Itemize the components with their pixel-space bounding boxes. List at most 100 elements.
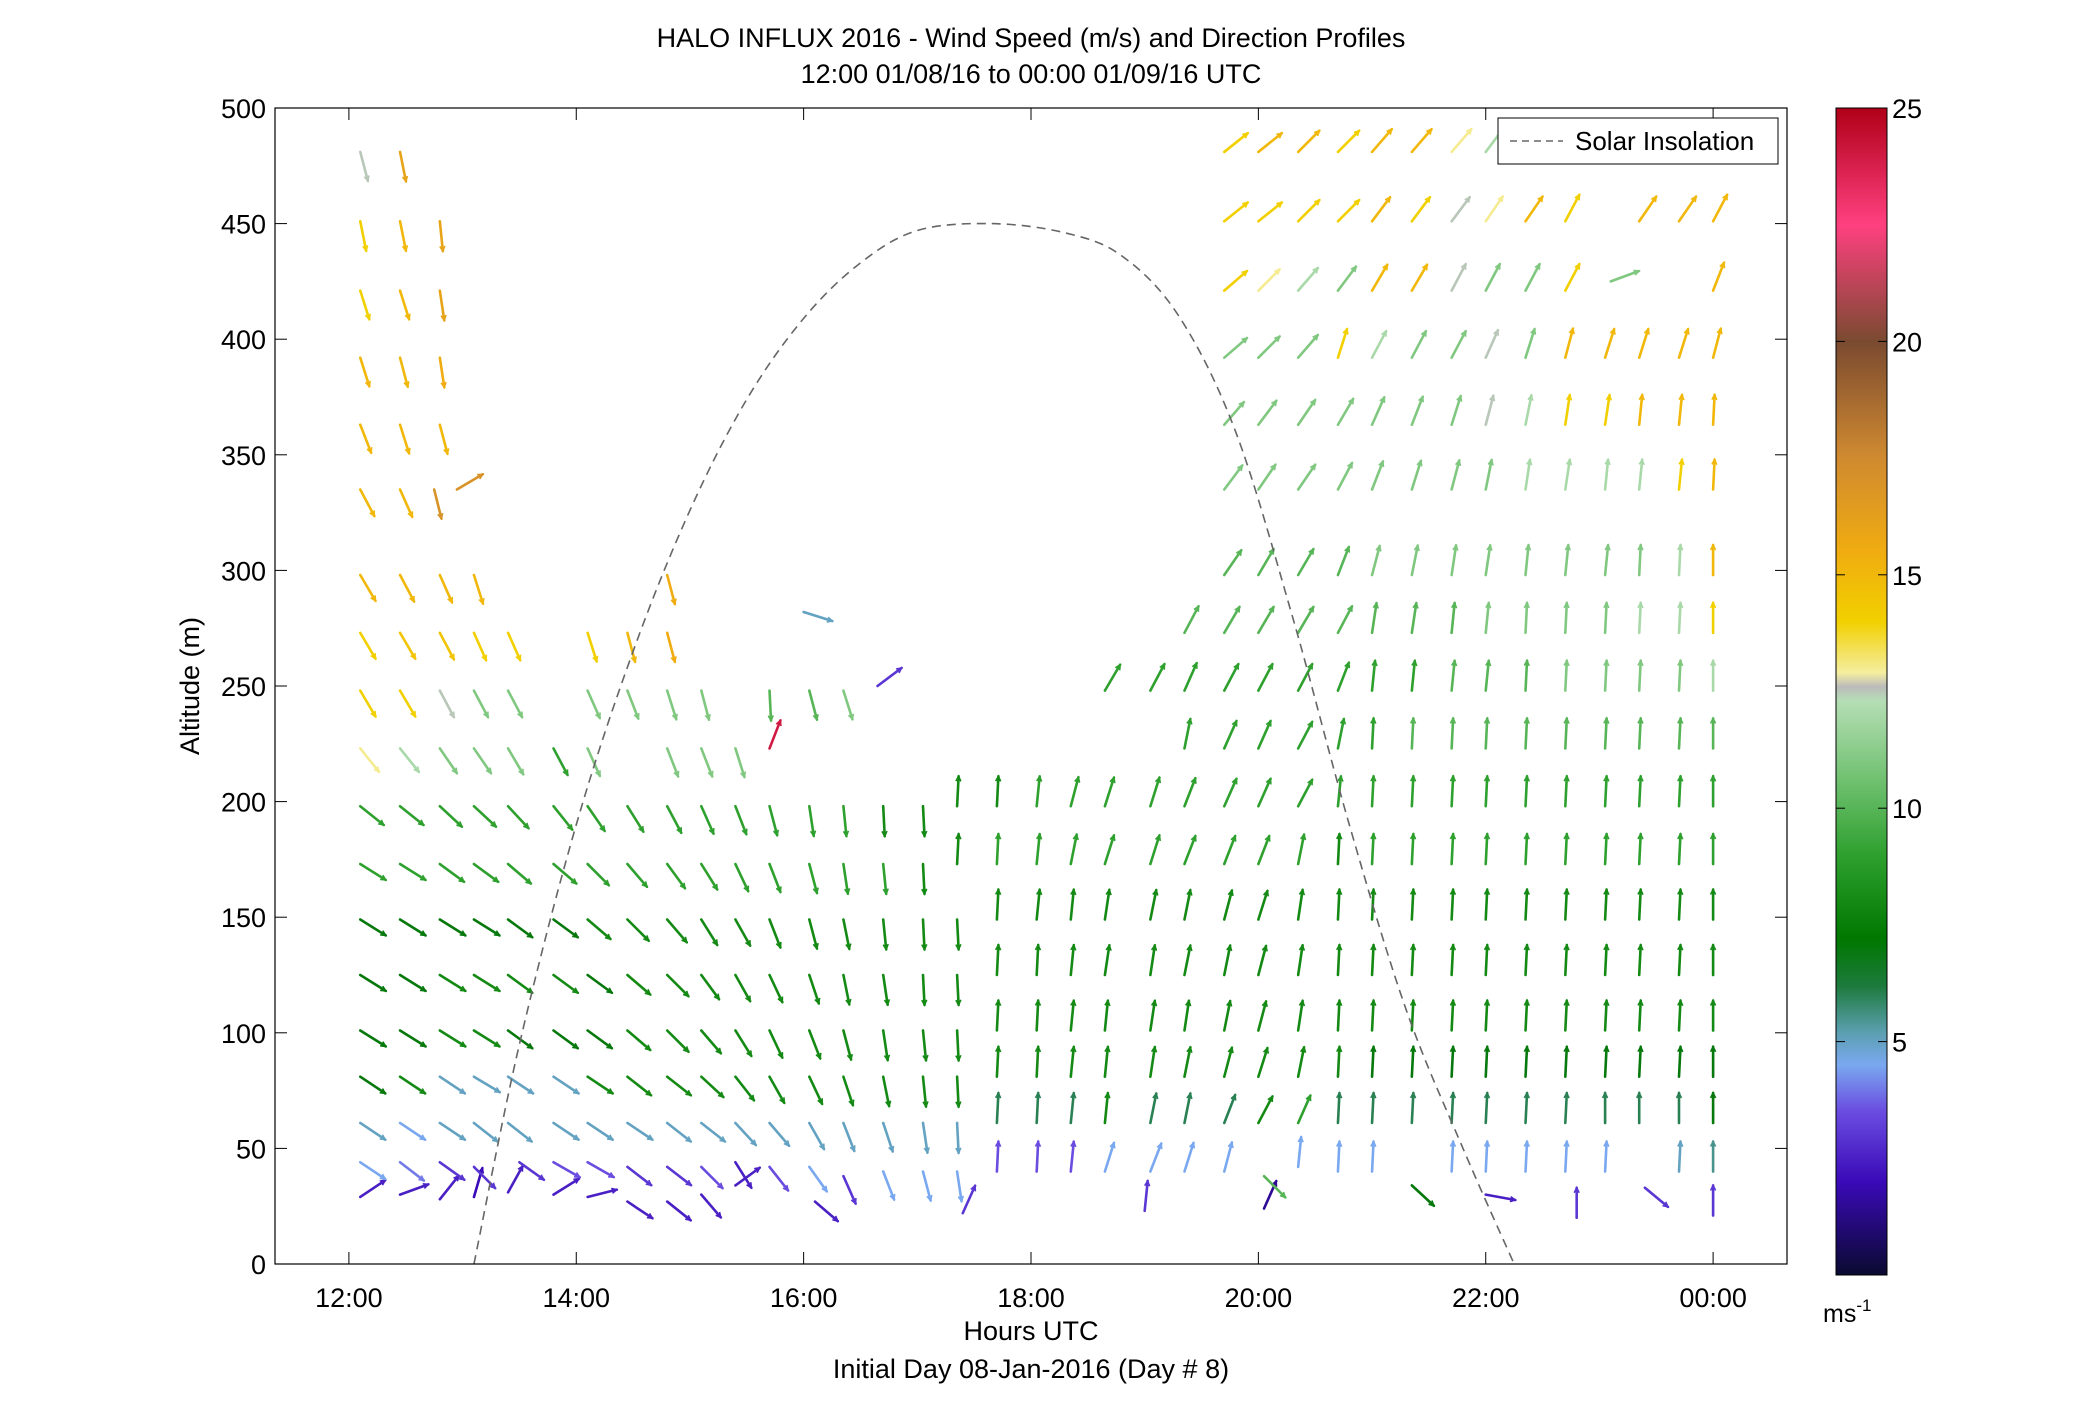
wind-vector-head bbox=[417, 819, 425, 827]
wind-vector-head bbox=[848, 1099, 855, 1107]
wind-vector-head bbox=[370, 710, 377, 719]
wind-vector bbox=[1183, 999, 1192, 1032]
wind-vector bbox=[358, 1121, 387, 1141]
wind-vector-shaft bbox=[1149, 944, 1157, 977]
wind-vector-head bbox=[1186, 943, 1193, 952]
wind-vector-shaft bbox=[1524, 1091, 1529, 1125]
wind-vector-head bbox=[1346, 461, 1353, 469]
wind-vector-head bbox=[419, 874, 428, 881]
wind-vector-head bbox=[1709, 943, 1717, 951]
wind-vector-shaft bbox=[358, 573, 377, 603]
wind-vector bbox=[1336, 1091, 1343, 1125]
wind-vector bbox=[994, 832, 1002, 866]
wind-vector-head bbox=[1523, 943, 1531, 951]
wind-vector-shaft bbox=[1257, 399, 1278, 427]
wind-vector-head bbox=[1604, 543, 1611, 551]
wind-vector bbox=[955, 832, 962, 866]
wind-vector-head bbox=[1262, 1046, 1270, 1054]
wind-vector-shaft bbox=[626, 1121, 654, 1141]
wind-vector-shaft bbox=[881, 918, 888, 951]
wind-vector-shaft bbox=[1336, 661, 1351, 692]
wind-vector bbox=[1637, 1044, 1644, 1079]
wind-vector-shaft bbox=[734, 1075, 756, 1102]
wind-vector-shaft bbox=[1677, 458, 1684, 491]
wind-vector bbox=[438, 219, 446, 253]
x-tick-label: 12:00 bbox=[315, 1283, 383, 1313]
wind-vector-head bbox=[1487, 458, 1494, 466]
wind-vector-head bbox=[459, 1134, 467, 1141]
wind-vector-shaft bbox=[1149, 776, 1161, 808]
wind-vector-head bbox=[1109, 833, 1116, 842]
wind-vector-head bbox=[1709, 716, 1717, 724]
wind-vector bbox=[626, 689, 640, 721]
wind-vector-head bbox=[921, 944, 928, 952]
wind-vector-shaft bbox=[1296, 662, 1314, 692]
wind-vector bbox=[1410, 601, 1419, 635]
wind-vector-head bbox=[1638, 393, 1645, 401]
wind-vector-shaft bbox=[472, 1165, 497, 1190]
wind-vector bbox=[1257, 777, 1272, 808]
wind-vector-head bbox=[1603, 943, 1610, 951]
wind-vector-head bbox=[1426, 127, 1433, 135]
wind-vector bbox=[1523, 832, 1531, 866]
wind-vector-shaft bbox=[842, 918, 851, 951]
wind-vector bbox=[552, 973, 580, 995]
wind-vector-head bbox=[1564, 543, 1572, 551]
wind-vector-shaft bbox=[734, 1029, 753, 1058]
wind-vector-shaft bbox=[398, 862, 427, 882]
wind-vector-shaft bbox=[1484, 1045, 1489, 1079]
wind-vector bbox=[438, 356, 447, 390]
wind-vector-head bbox=[1603, 601, 1610, 609]
wind-vector-shaft bbox=[768, 862, 782, 894]
wind-vector bbox=[1222, 719, 1238, 750]
wind-vector bbox=[1257, 399, 1278, 427]
wind-vector bbox=[472, 1075, 502, 1094]
wind-vector bbox=[955, 918, 962, 952]
x-tick-label: 20:00 bbox=[1225, 1283, 1293, 1313]
wind-vector bbox=[358, 689, 377, 719]
wind-vector bbox=[1035, 887, 1043, 921]
wind-vector bbox=[1257, 268, 1281, 292]
wind-vector-head bbox=[775, 718, 782, 727]
wind-vector-shaft bbox=[665, 1121, 693, 1143]
wind-vector-head bbox=[1709, 658, 1717, 666]
wind-vector-shaft bbox=[1296, 999, 1304, 1032]
wind-vector bbox=[1257, 662, 1274, 692]
wind-vector-head bbox=[1262, 889, 1270, 897]
wind-vector bbox=[1603, 393, 1613, 427]
wind-vector bbox=[1677, 543, 1684, 577]
wind-vector-shaft bbox=[472, 631, 488, 662]
wind-vector-head bbox=[407, 511, 414, 519]
wind-vector bbox=[1709, 998, 1717, 1032]
wind-vector-head bbox=[1565, 458, 1573, 466]
wind-vector-head bbox=[1412, 601, 1419, 609]
wind-vector-shaft bbox=[995, 1045, 1000, 1079]
wind-vector-shaft bbox=[506, 804, 530, 830]
wind-vector-head bbox=[1109, 775, 1116, 784]
wind-vector bbox=[876, 666, 903, 688]
wind-vector-head bbox=[682, 1046, 690, 1053]
wind-vector bbox=[1524, 393, 1534, 427]
wind-vector-shaft bbox=[438, 573, 454, 604]
wind-vector-shaft bbox=[1296, 720, 1314, 750]
wind-vector-shaft bbox=[358, 689, 377, 718]
wind-vector bbox=[1409, 774, 1417, 808]
wind-vector bbox=[1523, 943, 1531, 977]
wind-vector-head bbox=[1483, 1091, 1491, 1099]
wind-vector bbox=[358, 1075, 387, 1095]
wind-vector-shaft bbox=[1370, 460, 1385, 491]
wind-vector-head bbox=[1603, 716, 1610, 724]
wind-vector-shaft bbox=[1296, 1094, 1312, 1125]
wind-vector-shaft bbox=[438, 1075, 467, 1095]
wind-vector-shaft bbox=[626, 1029, 652, 1052]
wind-vector-shaft bbox=[995, 1140, 1000, 1173]
wind-vector-shaft bbox=[1183, 717, 1192, 750]
wind-vector-head bbox=[451, 767, 458, 775]
wind-vector-head bbox=[419, 930, 428, 937]
wind-vector-head bbox=[1449, 943, 1457, 951]
wind-vector-head bbox=[809, 830, 817, 838]
wind-vector-head bbox=[1409, 1044, 1417, 1053]
wind-vector bbox=[438, 1174, 460, 1201]
wind-vector-shaft bbox=[1336, 1140, 1341, 1173]
